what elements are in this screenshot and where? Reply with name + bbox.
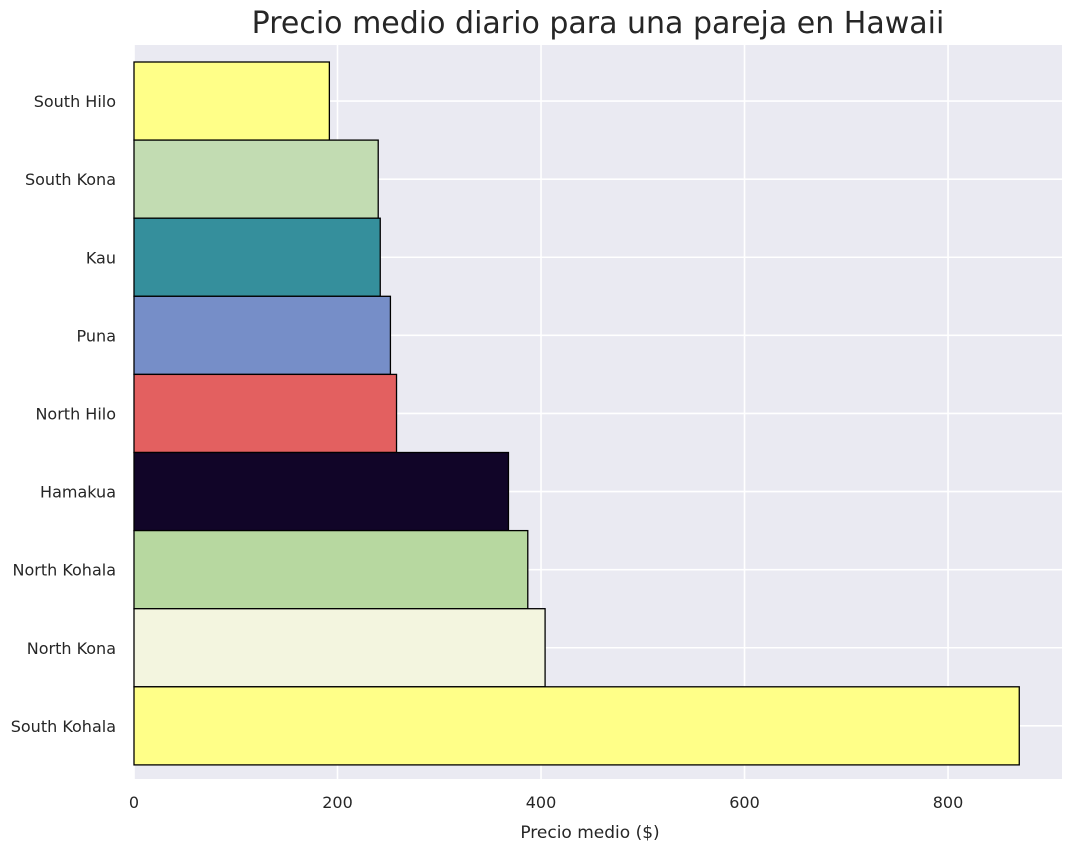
bar-north-kohala — [133, 529, 529, 610]
x-axis-label: Precio medio ($) — [520, 823, 659, 843]
x-tick-label: 600 — [729, 793, 760, 812]
bar-north-hilo — [133, 373, 398, 454]
bars — [133, 61, 1020, 766]
y-tick-label: North Kohala — [12, 561, 116, 580]
chart-title: Precio medio diario para una pareja en H… — [252, 6, 945, 41]
bar-south-kona — [133, 139, 379, 219]
y-tick-label: Hamakua — [40, 483, 116, 502]
x-tick-labels: 0 200 400 600 800 — [129, 793, 963, 812]
y-tick-label: South Kona — [25, 170, 116, 189]
y-tick-label: Puna — [77, 326, 116, 345]
bar-south-kohala — [133, 686, 1020, 766]
y-tick-label: Kau — [86, 248, 116, 267]
bar-kau — [133, 217, 381, 297]
bar-south-hilo — [133, 61, 331, 141]
y-tick-label: North Hilo — [35, 404, 116, 423]
y-tick-label: North Kona — [27, 639, 116, 658]
y-tick-label: South Hilo — [34, 92, 116, 111]
x-tick-label: 400 — [526, 793, 557, 812]
x-tick-label: 800 — [933, 793, 964, 812]
bar-hamakua — [133, 451, 510, 532]
x-tick-label: 0 — [129, 793, 139, 812]
y-tick-label: South Kohala — [11, 717, 116, 736]
bar-north-kona — [133, 608, 546, 688]
bar-puna — [133, 295, 392, 376]
y-tick-labels: South Hilo South Kona Kau Puna North Hilo Ham… — [11, 92, 116, 736]
x-tick-label: 200 — [322, 793, 353, 812]
